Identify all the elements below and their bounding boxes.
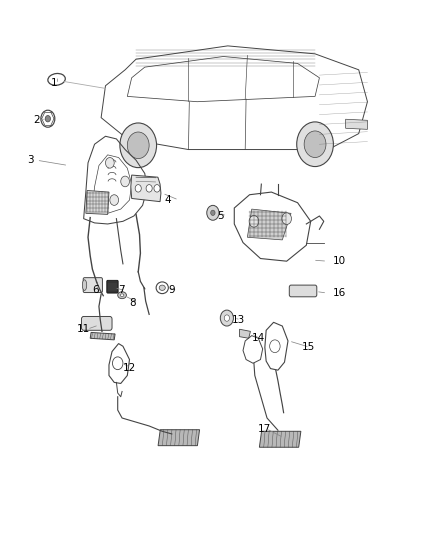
Circle shape: [270, 340, 280, 353]
Text: 1: 1: [51, 78, 57, 88]
Ellipse shape: [118, 292, 127, 298]
Ellipse shape: [120, 294, 124, 296]
Text: 11: 11: [77, 324, 90, 334]
Polygon shape: [131, 175, 161, 201]
Text: 14: 14: [252, 333, 265, 343]
Polygon shape: [240, 329, 251, 338]
FancyBboxPatch shape: [107, 280, 118, 293]
Circle shape: [249, 215, 259, 227]
Text: 6: 6: [92, 286, 99, 295]
Text: 13: 13: [232, 314, 245, 325]
Circle shape: [127, 132, 149, 159]
Circle shape: [121, 176, 130, 187]
FancyBboxPatch shape: [83, 278, 102, 293]
Circle shape: [224, 315, 230, 321]
Text: 3: 3: [27, 155, 34, 165]
Text: 8: 8: [130, 297, 136, 308]
Text: 16: 16: [332, 288, 346, 298]
FancyBboxPatch shape: [81, 317, 112, 330]
Polygon shape: [86, 190, 109, 214]
Polygon shape: [90, 333, 115, 340]
Ellipse shape: [159, 285, 165, 290]
Circle shape: [297, 122, 333, 166]
Polygon shape: [259, 431, 301, 447]
Text: 4: 4: [164, 195, 171, 205]
Text: 12: 12: [123, 362, 136, 373]
Polygon shape: [346, 119, 367, 130]
Circle shape: [211, 210, 215, 215]
Circle shape: [282, 213, 291, 224]
Circle shape: [110, 195, 119, 205]
Polygon shape: [158, 430, 200, 446]
Text: 7: 7: [118, 286, 124, 295]
Circle shape: [45, 116, 50, 122]
Circle shape: [135, 184, 141, 192]
Polygon shape: [247, 209, 291, 240]
Text: 2: 2: [33, 115, 40, 125]
Text: 15: 15: [302, 342, 315, 352]
Circle shape: [120, 123, 156, 167]
FancyBboxPatch shape: [289, 285, 317, 297]
Circle shape: [207, 205, 219, 220]
Circle shape: [154, 184, 160, 192]
Circle shape: [146, 184, 152, 192]
Circle shape: [113, 357, 123, 369]
Circle shape: [106, 158, 114, 168]
Circle shape: [304, 131, 326, 158]
Text: 5: 5: [217, 211, 223, 221]
Ellipse shape: [82, 280, 87, 290]
Text: 10: 10: [332, 256, 346, 266]
Text: 17: 17: [258, 424, 272, 434]
Circle shape: [220, 310, 233, 326]
Text: 9: 9: [169, 286, 175, 295]
